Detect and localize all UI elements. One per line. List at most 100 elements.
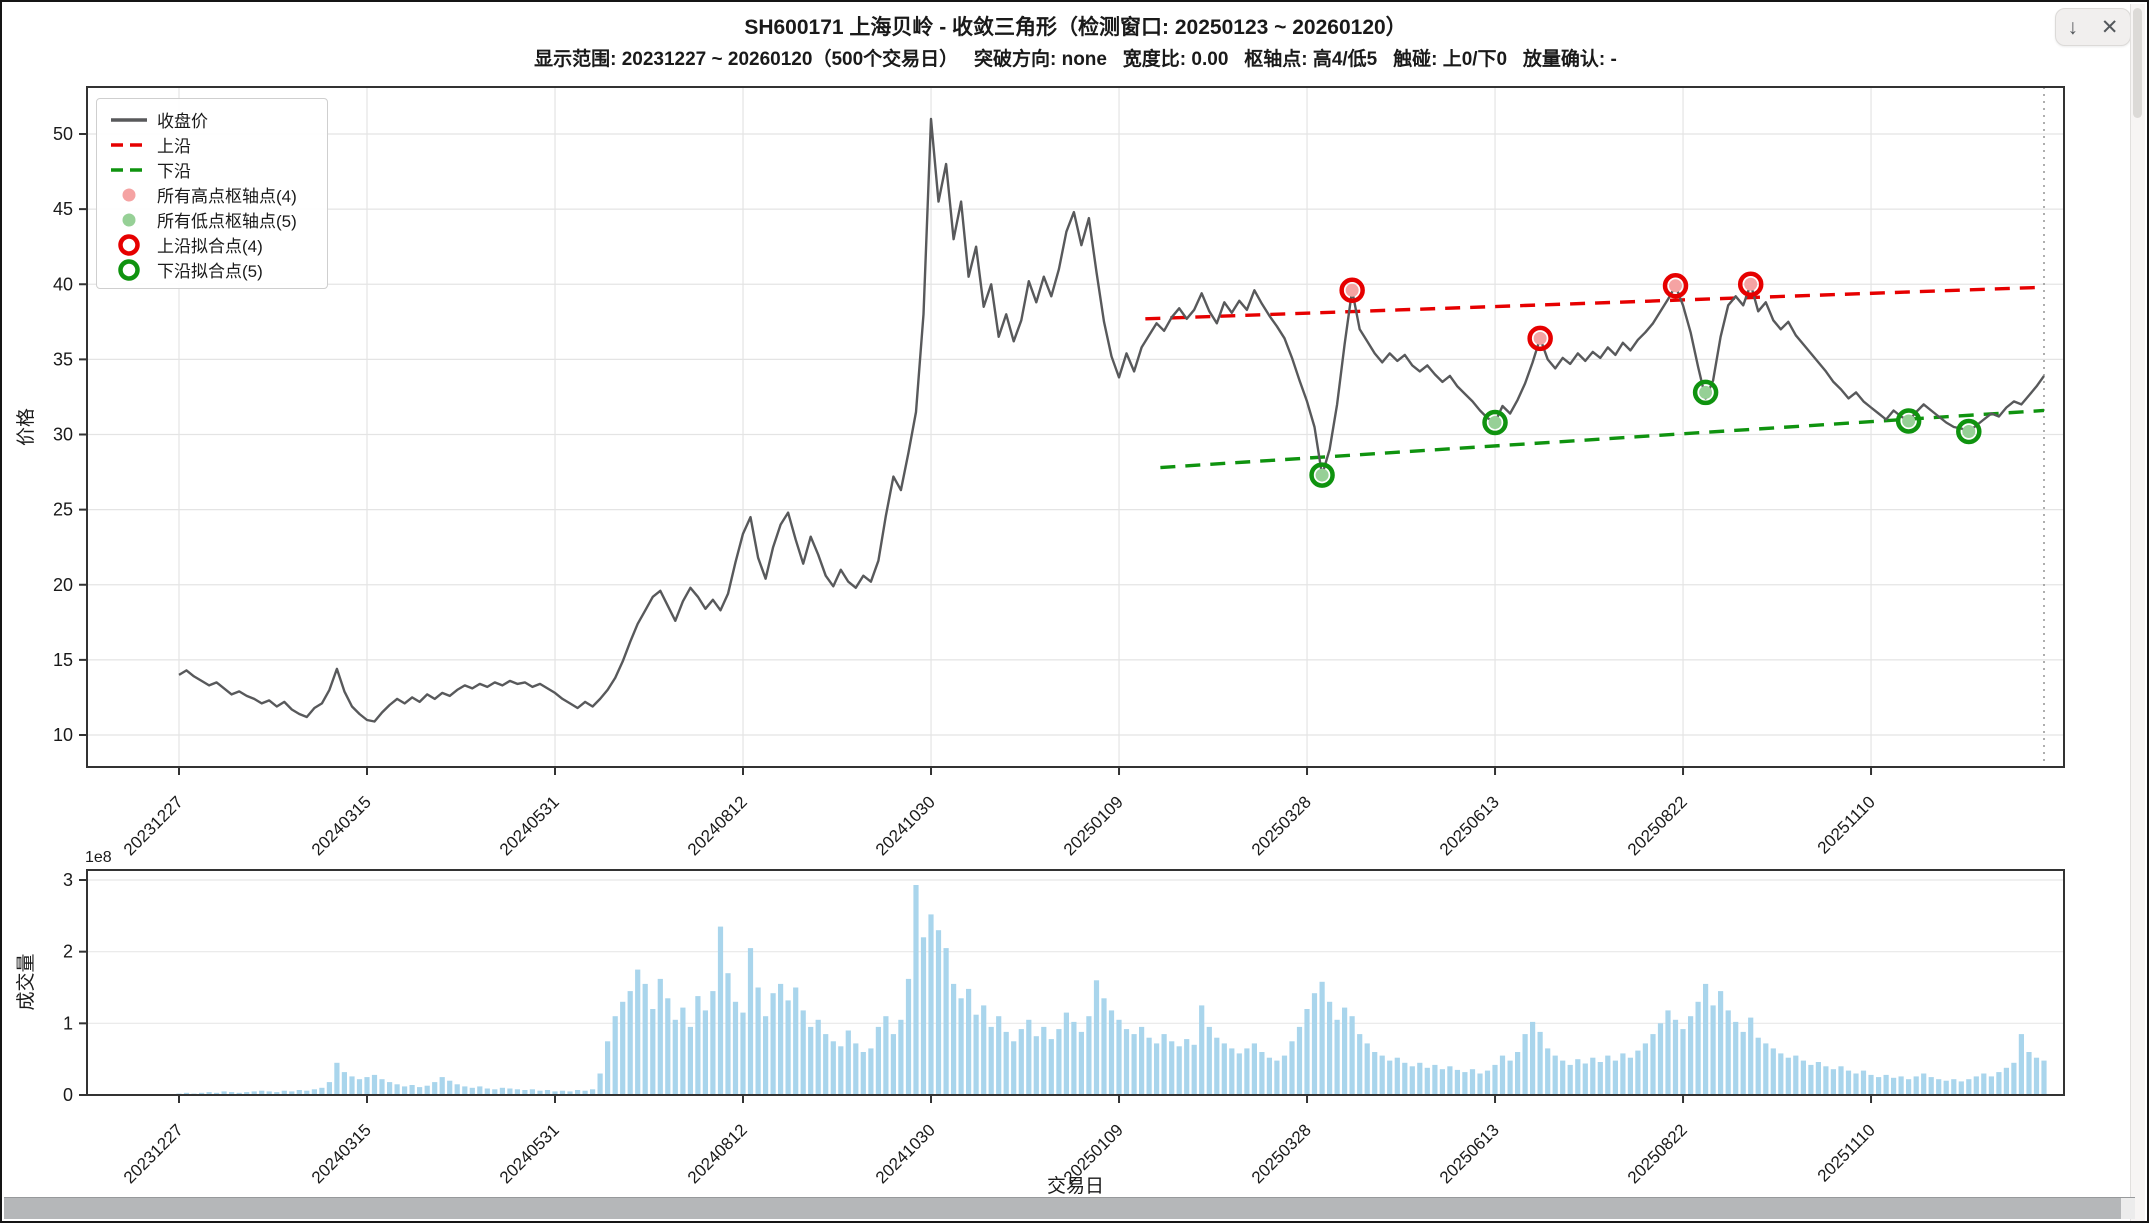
- volume-bar: [507, 1088, 513, 1095]
- volume-bar: [1672, 1019, 1679, 1096]
- volume-bar: [1740, 1031, 1746, 1095]
- volume-bar: [1515, 1052, 1521, 1095]
- volume-bar: [1033, 1036, 1039, 1095]
- vertical-scrollbar-thumb[interactable]: [2133, 8, 2142, 118]
- volume-bar: [1627, 1057, 1633, 1095]
- legend-item: 收盘价: [107, 107, 317, 132]
- volume-bar: [1259, 1052, 1265, 1095]
- svg-text:20240812: 20240812: [684, 1120, 751, 1187]
- volume-bar: [755, 987, 761, 1095]
- volume-bar: [1108, 1010, 1115, 1095]
- volume-bar: [1357, 1034, 1363, 1095]
- volume-bar: [1537, 1031, 1543, 1095]
- volume-bar: [1274, 1060, 1280, 1095]
- legend-label: 上沿拟合点(4): [157, 237, 263, 256]
- volume-bar: [1379, 1055, 1385, 1095]
- volume-bar: [687, 1026, 693, 1095]
- svg-text:20231227: 20231227: [120, 792, 187, 859]
- price-plot-frame: [86, 86, 2065, 768]
- volume-bar: [364, 1077, 370, 1095]
- volume-bar: [341, 1072, 347, 1095]
- volume-bar: [1319, 981, 1325, 1095]
- svg-text:20240531: 20240531: [496, 1120, 563, 1187]
- svg-text:15: 15: [53, 650, 73, 670]
- close-button[interactable]: ✕: [2095, 17, 2125, 38]
- volume-bar: [462, 1086, 468, 1095]
- volume-bar: [1545, 1048, 1551, 1095]
- volume-bar: [221, 1091, 227, 1095]
- volume-bar: [334, 1062, 340, 1096]
- volume-bar: [582, 1090, 588, 1095]
- volume-bar: [1462, 1072, 1468, 1095]
- volume-bar: [1748, 1017, 1754, 1095]
- volume-bar: [1830, 1069, 1836, 1095]
- volume-bar: [274, 1092, 280, 1095]
- volume-bar: [973, 1014, 979, 1095]
- svg-text:50: 50: [53, 124, 73, 144]
- horizontal-scrollbar[interactable]: [4, 1197, 2135, 1219]
- volume-bar: [1191, 1044, 1197, 1095]
- volume-bar: [1755, 1037, 1761, 1095]
- volume-bar: [1372, 1052, 1378, 1095]
- volume-bar: [1146, 1037, 1152, 1095]
- legend-ring-marker: [107, 233, 151, 257]
- volume-bar: [349, 1076, 355, 1095]
- volume-bar: [1710, 1005, 1716, 1095]
- volume-bar: [1469, 1069, 1476, 1095]
- volume-bar: [417, 1087, 423, 1095]
- volume-bar: [183, 1092, 190, 1095]
- svg-text:25: 25: [53, 500, 73, 520]
- volume-bar: [492, 1089, 498, 1095]
- legend-label: 上沿: [157, 137, 191, 156]
- volume-bar: [702, 1010, 708, 1095]
- volume-bar: [860, 1052, 866, 1095]
- svg-text:20250613: 20250613: [1436, 1120, 1503, 1187]
- volume-bar: [838, 1046, 844, 1095]
- volume-bar: [710, 991, 716, 1095]
- volume-bar: [1996, 1072, 2002, 1095]
- volume-bar: [544, 1090, 551, 1095]
- volume-bar: [1071, 1021, 1077, 1095]
- volume-bar: [913, 885, 919, 1095]
- low-pivot-dot: [1315, 468, 1329, 482]
- volume-bar: [1349, 1016, 1355, 1095]
- high-pivot-dot: [1669, 279, 1683, 293]
- svg-text:0: 0: [63, 1085, 73, 1105]
- volume-bar: [229, 1092, 235, 1095]
- svg-text:20241030: 20241030: [872, 1120, 939, 1187]
- volume-bar: [695, 996, 701, 1095]
- volume-bar: [1695, 1001, 1701, 1095]
- volume-bar: [1116, 1019, 1122, 1096]
- svg-text:20240812: 20240812: [684, 792, 751, 859]
- volume-bar: [875, 1026, 881, 1095]
- volume-bar: [1499, 1055, 1506, 1095]
- volume-bar: [1281, 1055, 1288, 1095]
- volume-bar: [905, 978, 912, 1095]
- chart-title: SH600171 上海贝岭 - 收敛三角形（检测窗口: 20250123 ~ 2…: [744, 16, 1407, 39]
- volume-bar: [1860, 1070, 1867, 1095]
- svg-text:20: 20: [53, 575, 73, 595]
- volume-bar: [1003, 1031, 1009, 1095]
- volume-bar: [1154, 1043, 1160, 1095]
- volume-bar: [725, 973, 731, 1095]
- volume-bar: [1123, 1029, 1130, 1095]
- volume-bar: [1484, 1070, 1491, 1095]
- volume-bar: [1966, 1079, 1972, 1095]
- volume-bar: [424, 1085, 430, 1095]
- low-pivot-dot: [1699, 385, 1713, 399]
- volume-bar: [620, 1001, 626, 1095]
- vertical-scrollbar[interactable]: [2130, 4, 2145, 1221]
- volume-bar: [1244, 1048, 1250, 1095]
- volume-bar: [266, 1091, 272, 1095]
- volume-bar: [1266, 1057, 1272, 1095]
- svg-text:30: 30: [53, 425, 73, 445]
- volume-bar: [1394, 1057, 1400, 1095]
- volume-bar: [1928, 1077, 1934, 1095]
- volume-bar: [1891, 1077, 1897, 1095]
- high-pivot-dot: [1533, 331, 1547, 345]
- volume-bar: [567, 1091, 573, 1095]
- volume-bar: [289, 1091, 295, 1095]
- download-button[interactable]: ↓: [2061, 17, 2084, 38]
- volume-bar: [1206, 1026, 1212, 1095]
- volume-bar: [1086, 1016, 1092, 1095]
